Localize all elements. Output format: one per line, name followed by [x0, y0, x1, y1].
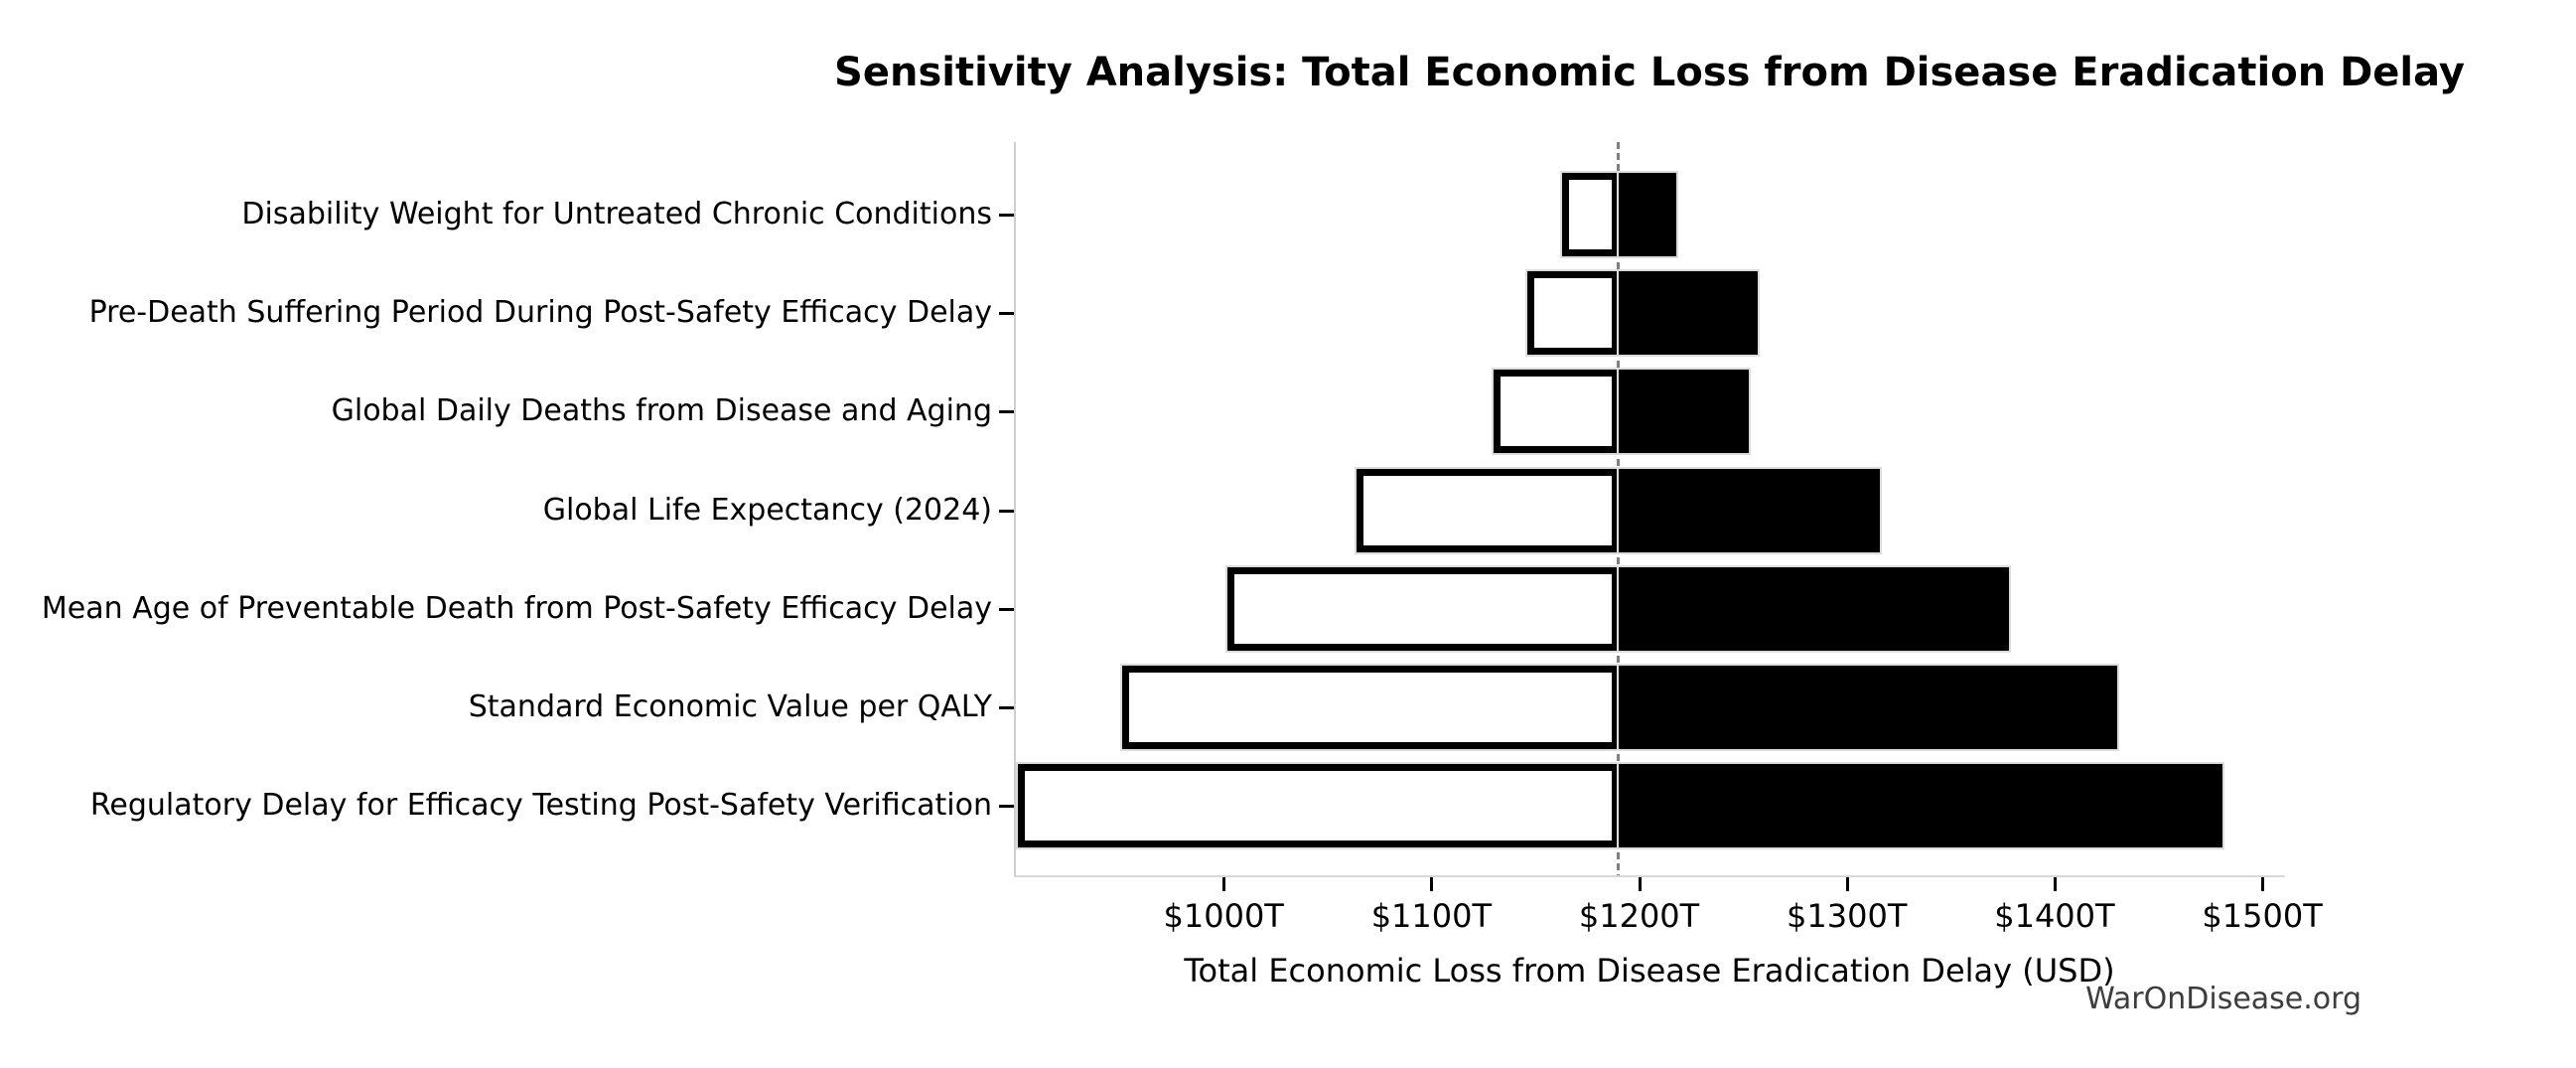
x-axis-label: Total Economic Loss from Disease Eradica…	[1184, 952, 2115, 990]
bar-high-segment	[1618, 665, 2117, 749]
x-tick-mark	[1222, 877, 1226, 891]
bar-low-segment	[1562, 173, 1619, 256]
bar-low-segment	[1018, 764, 1619, 848]
y-tick-mark	[999, 410, 1014, 414]
x-tick-label: $1200T	[1578, 897, 1700, 935]
chart-title: Sensitivity Analysis: Total Economic Los…	[834, 50, 2465, 95]
plot-area	[1016, 142, 2283, 875]
y-tick-mark	[999, 509, 1014, 513]
bar-high-segment	[1618, 370, 1750, 454]
y-tick-label: Regulatory Delay for Efficacy Testing Po…	[89, 788, 992, 824]
y-tick-mark	[999, 607, 1014, 611]
watermark: WarOnDisease.org	[2085, 982, 2361, 1016]
y-tick-mark	[999, 705, 1014, 709]
bar-low-segment	[1357, 468, 1619, 552]
x-axis-spine	[1014, 875, 2285, 877]
bar-low-segment	[1494, 370, 1619, 454]
bar-high-segment	[1618, 173, 1677, 256]
y-tick-label: Global Life Expectancy (2024)	[542, 492, 992, 528]
y-tick-label: Pre-Death Suffering Period During Post-S…	[88, 295, 992, 331]
x-tick-mark	[1845, 877, 1849, 891]
bar-low-segment	[1121, 665, 1619, 749]
x-tick-mark	[1430, 877, 1434, 891]
y-tick-label: Standard Economic Value per QALY	[468, 688, 992, 724]
y-tick-label: Mean Age of Preventable Death from Post-…	[41, 590, 992, 626]
bar-high-segment	[1618, 271, 1758, 356]
y-tick-mark	[999, 214, 1014, 217]
y-tick-mark	[999, 312, 1014, 316]
x-tick-mark	[2053, 877, 2057, 891]
x-tick-label: $1500T	[2202, 897, 2323, 935]
x-tick-label: $1400T	[1994, 897, 2115, 935]
y-tick-label: Disability Weight for Untreated Chronic …	[241, 197, 992, 231]
x-tick-label: $1300T	[1787, 897, 1908, 935]
y-tick-label: Global Daily Deaths from Disease and Agi…	[331, 393, 992, 429]
bar-low-segment	[1227, 566, 1619, 651]
x-tick-mark	[2261, 877, 2265, 891]
bar-high-segment	[1618, 566, 2009, 651]
bar-low-segment	[1526, 271, 1619, 356]
y-tick-mark	[999, 805, 1014, 809]
bar-high-segment	[1618, 764, 2223, 848]
y-axis-spine	[1014, 142, 1016, 877]
x-tick-label: $1000T	[1163, 897, 1284, 935]
bar-high-segment	[1618, 468, 1881, 552]
x-tick-label: $1100T	[1370, 897, 1493, 935]
x-tick-mark	[1638, 877, 1642, 891]
